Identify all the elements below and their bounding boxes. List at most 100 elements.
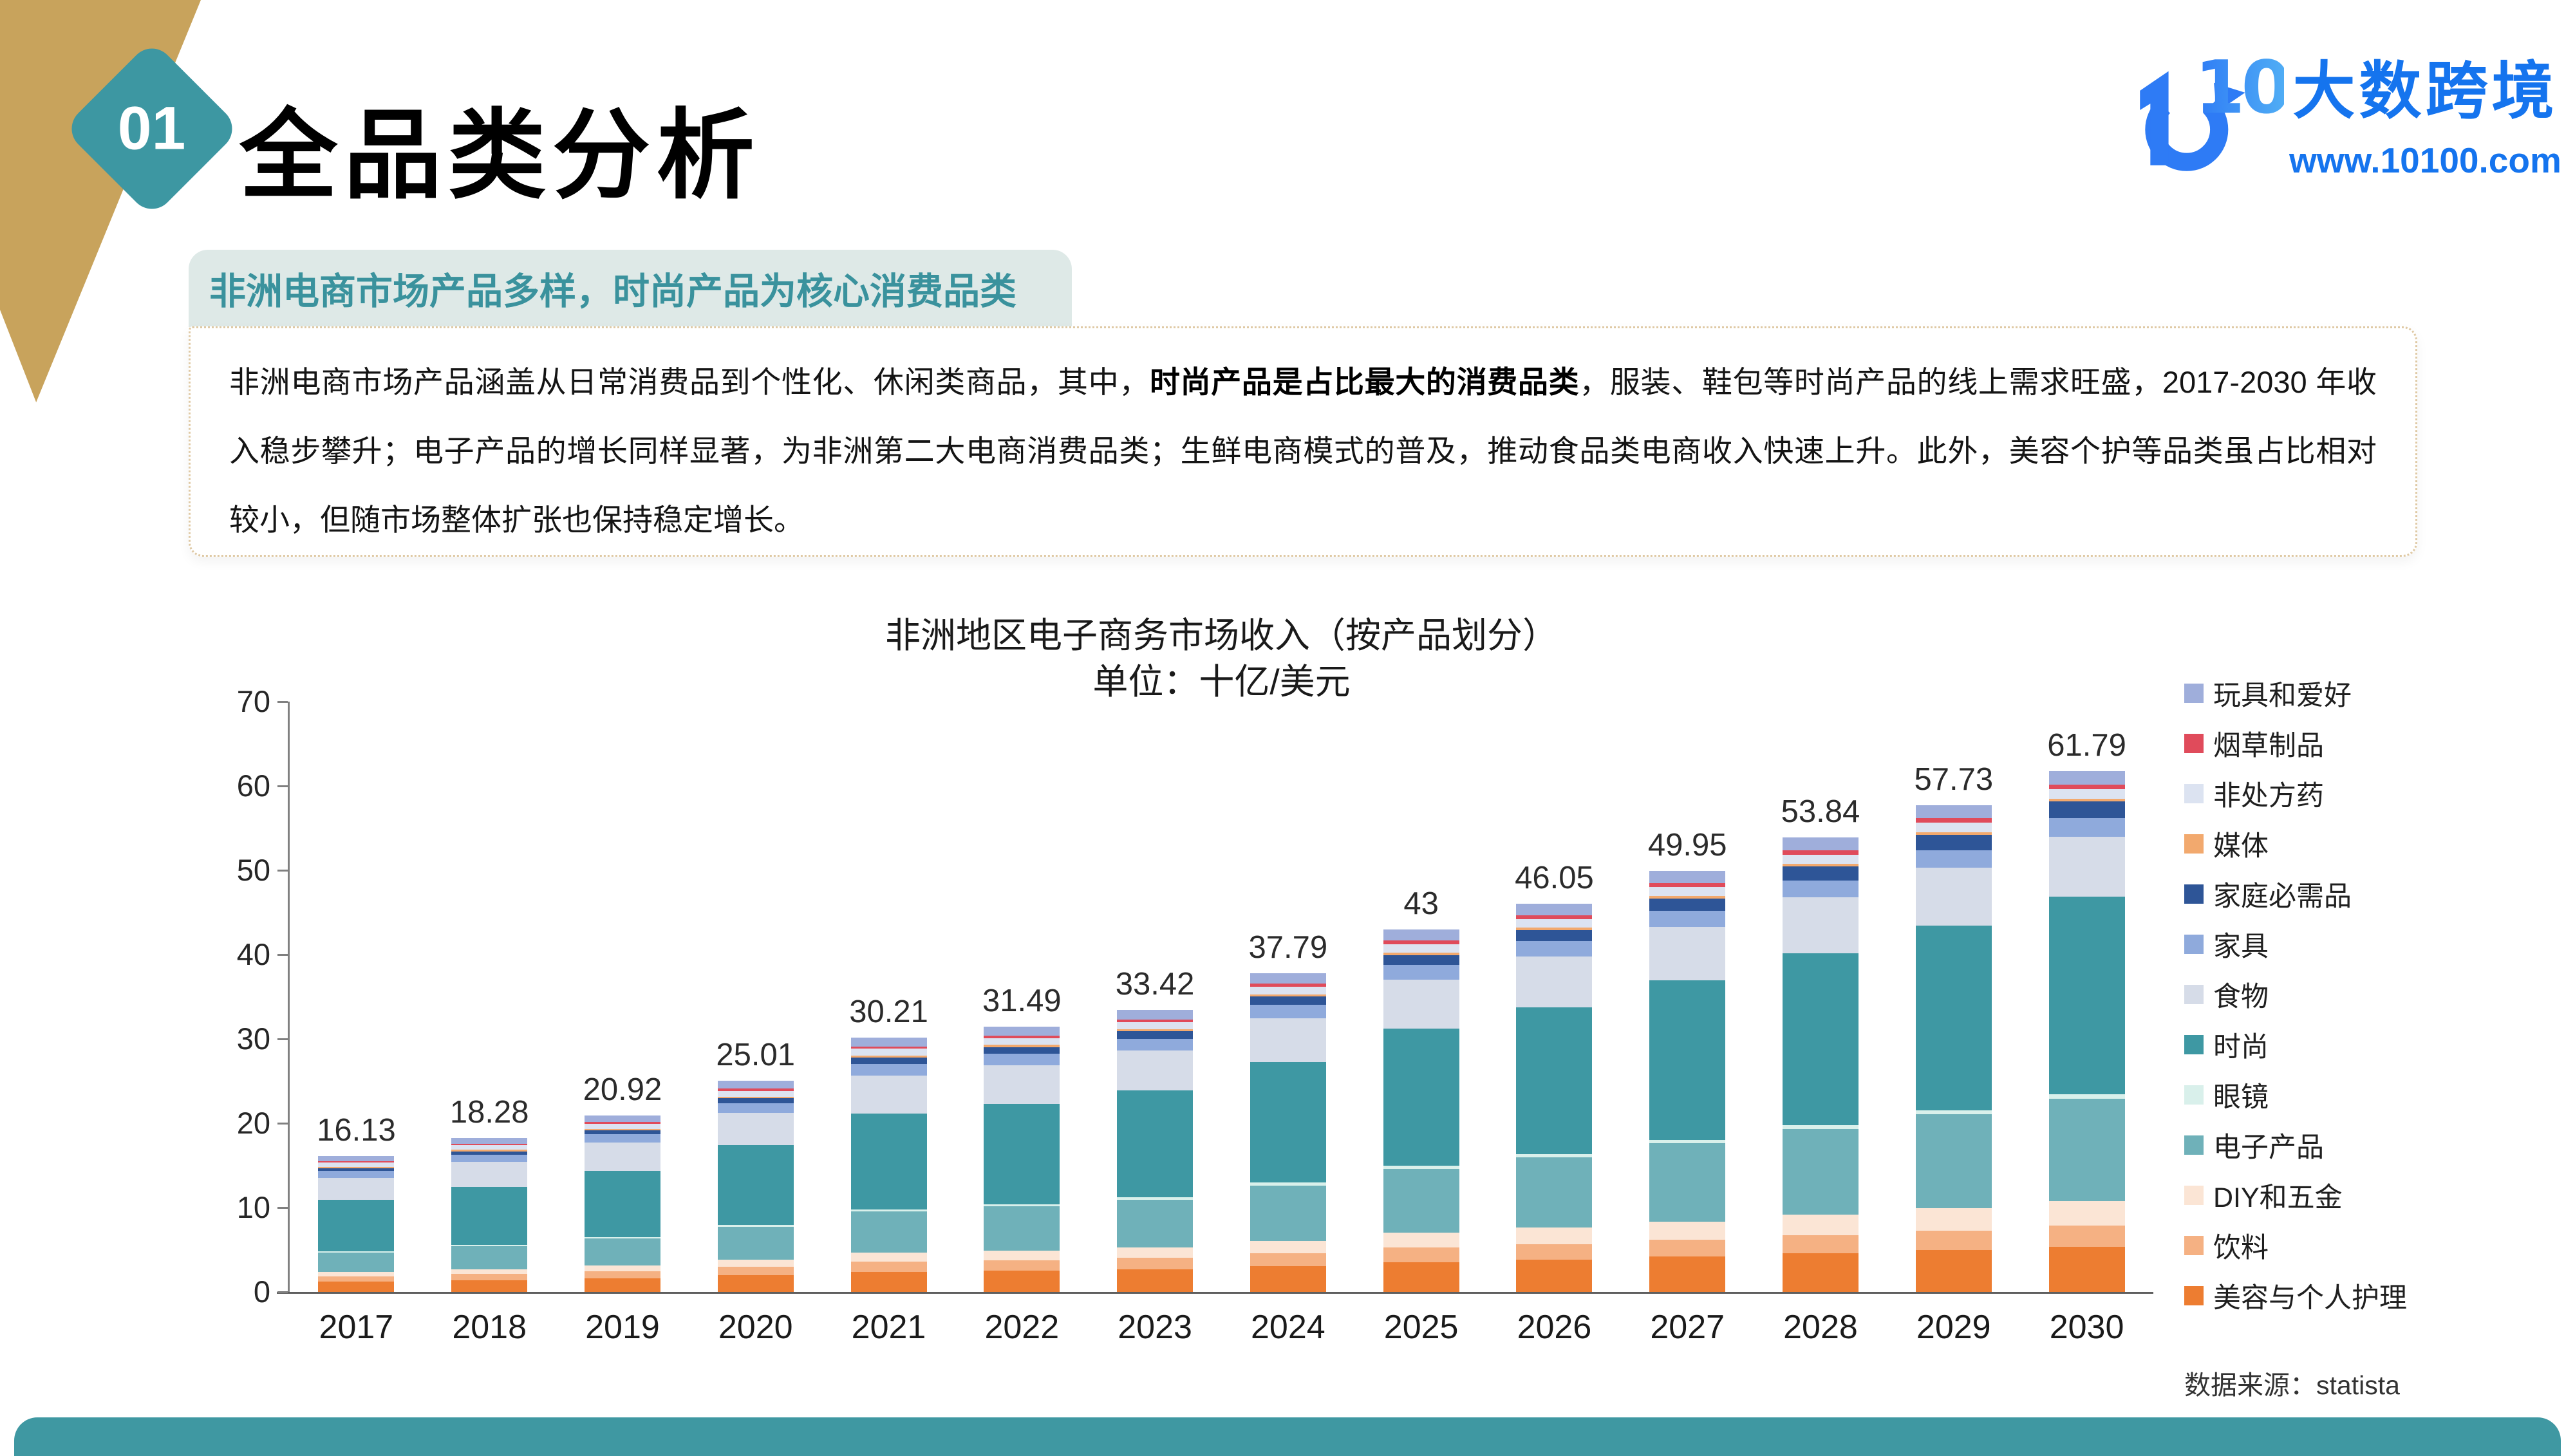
bar-segment (1383, 965, 1459, 980)
y-axis-tick (277, 1038, 288, 1040)
bar-segment (984, 1271, 1060, 1292)
bar-segment (1250, 1265, 1326, 1292)
y-axis-tick-label: 10 (236, 1190, 270, 1224)
bar-segment (1117, 1038, 1194, 1051)
bar-segment (318, 1177, 395, 1200)
bar-segment (1915, 868, 1992, 926)
page-title: 全品类分析 (239, 101, 761, 210)
legend-label: 时尚 (2213, 1032, 2269, 1063)
y-axis-tick (277, 953, 288, 956)
bar-segment (2048, 770, 2125, 785)
bar-value-label: 16.13 (317, 1112, 396, 1148)
bar-segment (1915, 818, 1992, 823)
bar-stack (584, 1115, 660, 1292)
bar-segment (451, 1244, 528, 1247)
bar-segment (984, 1026, 1060, 1036)
bar-segment (1649, 1143, 1726, 1222)
bar-segment (318, 1170, 395, 1178)
bar-segment (1516, 941, 1593, 957)
bar-segment (1649, 1221, 1726, 1240)
y-axis-tick-label: 40 (236, 937, 270, 971)
bar-segment (984, 1035, 1060, 1038)
bar-stack (1383, 929, 1459, 1292)
bar-segment (1117, 1258, 1194, 1269)
bar-segment (717, 1103, 794, 1114)
x-tick-label: 2027 (1650, 1309, 1725, 1346)
bar-segment (2048, 1094, 2125, 1099)
bar-segment (1383, 1168, 1459, 1233)
bar-segment (1516, 915, 1593, 919)
bar-segment (1649, 1256, 1726, 1292)
bar-segment (318, 1252, 395, 1273)
bar-segment (1383, 1233, 1459, 1248)
bar-segment (451, 1151, 528, 1155)
bar-segment (717, 1090, 794, 1097)
legend-swatch (2184, 985, 2204, 1004)
bar-segment (1782, 953, 1859, 1126)
legend-label: 家庭必需品 (2213, 881, 2352, 912)
bar-segment (1782, 880, 1859, 898)
bar-segment (451, 1280, 528, 1292)
bar-segment (717, 1113, 794, 1146)
legend-label: 食物 (2213, 982, 2269, 1013)
bar-segment (1383, 955, 1459, 966)
bar-segment (717, 1098, 794, 1103)
bar-value-label: 53.84 (1781, 794, 1860, 830)
bar-segment (717, 1081, 794, 1089)
bar-segment (1516, 1153, 1593, 1158)
bar-segment (318, 1161, 395, 1163)
logo-mark-10100: 100 (2140, 45, 2284, 171)
bar-segment (2048, 1246, 2125, 1292)
bar-segment (318, 1162, 395, 1167)
section-number: 01 (118, 94, 186, 163)
bar-segment (850, 1046, 927, 1049)
x-axis-line (277, 1292, 2153, 1294)
bar-segment (1250, 1182, 1326, 1186)
bar-value-label: 18.28 (449, 1094, 529, 1130)
x-tick-label: 2023 (1118, 1309, 1192, 1346)
bar-segment (850, 1075, 927, 1114)
legend-item: 烟草制品 (2184, 727, 2407, 761)
bar-segment (1250, 996, 1326, 1005)
bar-value-label: 20.92 (583, 1072, 662, 1108)
bar-segment (584, 1238, 660, 1266)
bar-segment (318, 1168, 395, 1171)
bar-stack (318, 1155, 395, 1292)
bar-stack (850, 1037, 927, 1292)
bar-column-2017: 16.13 (290, 702, 423, 1292)
y-axis-tick (277, 700, 288, 703)
y-axis-tick (277, 1122, 288, 1125)
legend-swatch (2184, 1035, 2204, 1054)
bar-segment (850, 1271, 927, 1292)
legend-item: 眼镜 (2184, 1079, 2407, 1113)
bar-segment (451, 1154, 528, 1162)
bar-segment (451, 1162, 528, 1187)
y-axis-tick (277, 1206, 288, 1209)
legend-item: 非处方药 (2184, 778, 2407, 812)
bar-segment (2048, 799, 2125, 802)
bar-stack (984, 1026, 1060, 1292)
bar-segment (1915, 1208, 1992, 1231)
bar-segment (1649, 896, 1726, 899)
bar-segment (1250, 984, 1326, 987)
summary-text-bold: 时尚产品是占比最大的消费品类 (1149, 365, 1580, 399)
bar-segment (1915, 1230, 1992, 1250)
bar-segment (1383, 1247, 1459, 1262)
bar-segment (1250, 1240, 1326, 1253)
legend-item: 电子产品 (2184, 1129, 2407, 1163)
bar-segment (1782, 1235, 1859, 1253)
bar-segment (1649, 887, 1726, 897)
bar-segment (1649, 980, 1726, 1140)
bar-segment (1117, 1029, 1194, 1032)
bar-segment (1250, 1253, 1326, 1266)
chart-subtitle: 单位：十亿/美元 (1092, 662, 1351, 702)
bar-column-2018: 18.28 (423, 702, 556, 1292)
bar-column-2019: 20.92 (556, 702, 689, 1292)
bar-segment (584, 1278, 660, 1292)
bar-segment (717, 1260, 794, 1267)
bar-segment (1383, 1028, 1459, 1166)
bar-segment (1649, 883, 1726, 888)
bar-segment (1915, 832, 1992, 835)
bar-value-label: 33.42 (1115, 967, 1195, 1002)
bar-segment (1516, 957, 1593, 1007)
